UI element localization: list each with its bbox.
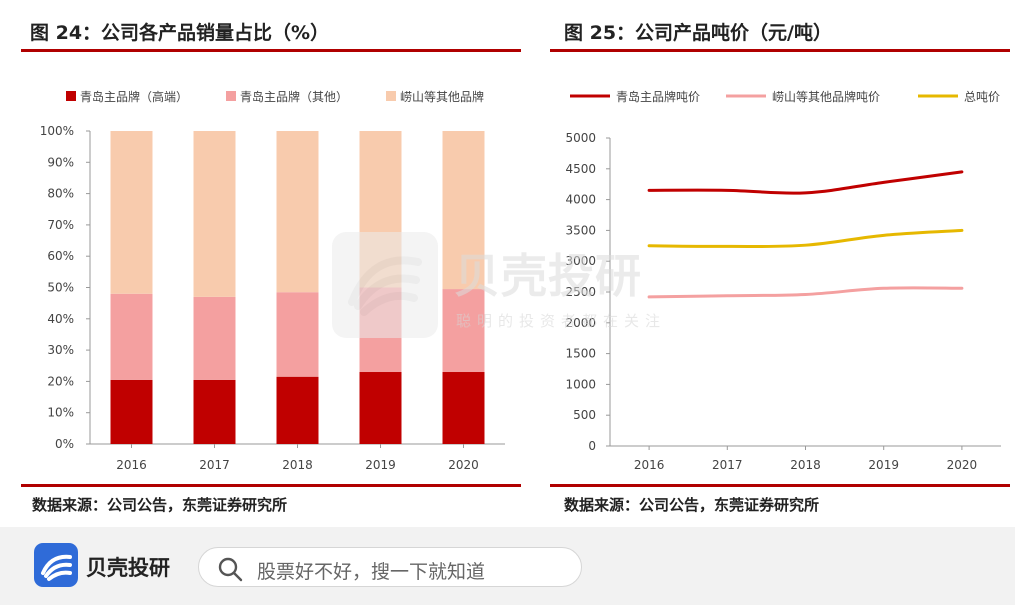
bar-segment <box>110 379 153 444</box>
x-tick-label: 2016 <box>634 458 665 472</box>
x-tick-label: 2019 <box>365 458 396 472</box>
y-tick-label: 500 <box>573 408 596 422</box>
y-tick-label: 50% <box>47 281 74 295</box>
x-tick-label: 2020 <box>448 458 479 472</box>
y-tick-label: 0% <box>55 437 74 451</box>
right-title-rule <box>550 49 1010 52</box>
y-tick-label: 0 <box>588 439 596 453</box>
x-tick-label: 2020 <box>947 458 978 472</box>
bar-segment <box>359 131 402 288</box>
bar-segment <box>193 131 236 297</box>
y-tick-label: 80% <box>47 187 74 201</box>
series-line <box>647 286 964 299</box>
y-tick-label: 90% <box>47 155 74 169</box>
legend-label: 青岛主品牌（其他） <box>240 89 348 104</box>
legend-swatch <box>386 91 396 101</box>
y-tick-label: 5000 <box>565 131 596 145</box>
bar-segment <box>276 376 319 444</box>
y-tick-label: 1000 <box>565 377 596 391</box>
x-tick-label: 2018 <box>790 458 821 472</box>
legend-label: 青岛主品牌（高端） <box>80 89 188 104</box>
left-chart-source: 数据来源：公司公告，东莞证券研究所 <box>32 496 288 514</box>
bar-segment <box>442 372 485 444</box>
right-chart-source: 数据来源：公司公告，东莞证券研究所 <box>564 496 820 514</box>
search-placeholder[interactable]: 股票好不好，搜一下就知道 <box>257 561 486 583</box>
bar-segment <box>110 131 153 294</box>
bar-segment <box>193 296 236 380</box>
y-tick-label: 1500 <box>565 347 596 361</box>
series-line <box>647 170 964 195</box>
right-source-rule <box>550 484 1010 487</box>
legend-label: 青岛主品牌吨价 <box>616 89 700 104</box>
x-tick-label: 2017 <box>712 458 743 472</box>
y-tick-label: 40% <box>47 312 74 326</box>
y-tick-label: 60% <box>47 249 74 263</box>
left-chart-title: 图 24：公司各产品销量占比（%） <box>30 22 330 44</box>
search-icon <box>218 557 243 582</box>
y-tick-label: 30% <box>47 343 74 357</box>
series-line <box>647 228 964 249</box>
legend-swatch <box>226 91 236 101</box>
footer-bar: 贝壳投研 股票好不好，搜一下就知道 <box>0 527 1015 605</box>
bar-segment <box>276 131 319 293</box>
app-logo-icon[interactable] <box>34 543 78 587</box>
bar-segment <box>276 292 319 377</box>
x-tick-label: 2019 <box>868 458 899 472</box>
left-chart-panel: 图 24：公司各产品销量占比（%） 青岛主品牌（高端） 青岛主品牌（其他） 崂山等其… <box>0 0 530 525</box>
x-tick-label: 2017 <box>199 458 230 472</box>
y-tick-label: 2500 <box>565 285 596 299</box>
bar-segment <box>110 293 153 380</box>
left-title-rule <box>21 49 521 52</box>
bar-segment <box>442 289 485 373</box>
legend-swatch <box>66 91 76 101</box>
bar-segment <box>193 379 236 444</box>
y-tick-label: 100% <box>40 124 74 138</box>
bar-segment <box>442 131 485 290</box>
y-tick-label: 4000 <box>565 193 596 207</box>
left-source-rule <box>21 484 521 487</box>
app-logo-text[interactable]: 贝壳投研 <box>86 556 170 580</box>
legend-label: 总吨价 <box>964 90 1000 104</box>
bar-segment <box>359 287 402 373</box>
x-tick-label: 2016 <box>116 458 147 472</box>
y-tick-label: 3000 <box>565 254 596 268</box>
y-tick-label: 4500 <box>565 162 596 176</box>
legend-label: 崂山等其他品牌吨价 <box>772 90 880 104</box>
right-chart-panel: 图 25：公司产品吨价（元/吨） 青岛主品牌吨价 崂山等其他品牌吨价 总吨价 0 500… <box>548 0 1015 525</box>
y-tick-label: 2000 <box>565 316 596 330</box>
y-tick-label: 70% <box>47 218 74 232</box>
price-line-chart: 青岛主品牌吨价 崂山等其他品牌吨价 总吨价 0 500 1000 1500 2000 2500 3… <box>565 89 1001 472</box>
bar-segment <box>359 372 402 444</box>
y-tick-label: 10% <box>47 406 74 420</box>
x-tick-label: 2018 <box>282 458 313 472</box>
y-tick-label: 3500 <box>565 223 596 237</box>
search-box[interactable]: 股票好不好，搜一下就知道 <box>198 547 582 587</box>
y-tick-label: 20% <box>47 374 74 388</box>
legend-label: 崂山等其他品牌 <box>400 90 484 104</box>
right-chart-title: 图 25：公司产品吨价（元/吨） <box>564 22 832 44</box>
stacked-bar-chart: 青岛主品牌（高端） 青岛主品牌（其他） 崂山等其他品牌 0% 10% 20% 30% 40% 5… <box>40 89 505 472</box>
